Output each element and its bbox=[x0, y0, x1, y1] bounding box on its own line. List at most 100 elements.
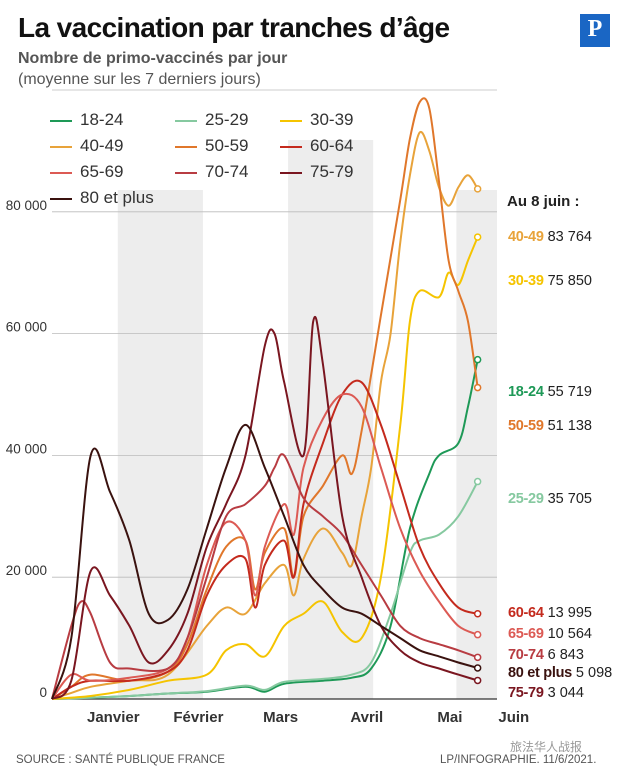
series-lines bbox=[51, 97, 479, 700]
x-tick-label: Mars bbox=[263, 709, 298, 726]
legend-label: 30-39 bbox=[310, 110, 354, 129]
legend-item: 75-79 bbox=[280, 162, 353, 182]
end-label-value: 83 764 bbox=[543, 229, 592, 245]
end-label: 18-24 55 719 bbox=[508, 384, 592, 400]
series-line-60-64 bbox=[51, 379, 478, 700]
end-label-value: 5 098 bbox=[571, 665, 613, 681]
x-tick-label: Janvier bbox=[87, 709, 140, 726]
chart-subtitle: Nombre de primo-vaccinés par jour bbox=[18, 50, 288, 67]
month-band-3 bbox=[456, 190, 497, 699]
legend-swatch bbox=[175, 171, 197, 174]
end-label-group: 75-79 bbox=[508, 685, 544, 701]
legend-swatch bbox=[280, 171, 302, 174]
series-end-dot bbox=[473, 610, 482, 618]
watermark: 旅法华人战报 bbox=[510, 740, 583, 754]
end-label: 50-59 51 138 bbox=[508, 418, 592, 434]
series-line-40-49 bbox=[51, 130, 479, 700]
credit-note: LP/INFOGRAPHIE. 11/6/2021. bbox=[440, 754, 597, 766]
series-end-markers bbox=[473, 185, 482, 685]
end-label-group: 18-24 bbox=[508, 384, 544, 400]
y-tick-label: 20 000 bbox=[6, 563, 47, 578]
end-label: 80 et plus 5 098 bbox=[508, 665, 612, 681]
y-tick-label: 80 000 bbox=[6, 198, 47, 213]
x-tick-label: Avril bbox=[350, 709, 383, 726]
y-tick-label: 0 bbox=[39, 685, 47, 700]
series-end-dot bbox=[473, 383, 482, 392]
series-line-30-39 bbox=[51, 236, 479, 700]
legend-swatch bbox=[280, 119, 302, 122]
series-line-80-et-plus bbox=[51, 423, 478, 700]
x-axis: Janvier Février Mars Avril Mai Juin bbox=[87, 709, 529, 726]
end-label-group: 25-29 bbox=[508, 491, 544, 507]
legend-swatch bbox=[50, 145, 72, 148]
end-label-group: 30-39 bbox=[508, 273, 544, 289]
chart-subtitle-note: (moyenne sur les 7 derniers jours) bbox=[18, 71, 261, 88]
legend-label: 50-59 bbox=[205, 136, 249, 155]
series-end-dot bbox=[473, 185, 482, 193]
x-tick-label: Mai bbox=[437, 709, 462, 726]
x-tick-label: Février bbox=[173, 709, 223, 726]
end-label: 70-74 6 843 bbox=[508, 647, 584, 663]
series-line-25-29 bbox=[51, 481, 479, 700]
end-label-value: 75 850 bbox=[543, 273, 592, 289]
source-note: SOURCE : SANTÉ PUBLIQUE FRANCE bbox=[16, 754, 225, 766]
legend-swatch bbox=[50, 119, 72, 122]
end-label-value: 6 843 bbox=[543, 647, 584, 663]
end-label-group: 50-59 bbox=[508, 418, 544, 434]
end-label-group: 65-69 bbox=[508, 626, 544, 642]
legend-item: 70-74 bbox=[175, 162, 248, 182]
y-tick-label: 40 000 bbox=[6, 441, 47, 456]
end-labels-header: Au 8 juin : bbox=[507, 193, 580, 210]
legend-swatch bbox=[50, 171, 72, 174]
legend-item: 65-69 bbox=[50, 162, 123, 182]
legend-item: 50-59 bbox=[175, 136, 248, 156]
end-label-value: 55 719 bbox=[543, 384, 592, 400]
end-label-value: 51 138 bbox=[543, 418, 592, 434]
series-line-75-79 bbox=[51, 315, 478, 700]
end-label: 65-69 10 564 bbox=[508, 626, 592, 642]
month-band-1 bbox=[117, 190, 203, 699]
end-label-group: 40-49 bbox=[508, 229, 544, 245]
legend-item: 80 et plus bbox=[50, 188, 154, 208]
series-end-dot bbox=[473, 664, 482, 672]
legend-swatch bbox=[280, 145, 302, 148]
end-label-group: 70-74 bbox=[508, 647, 544, 663]
series-end-dot bbox=[473, 676, 482, 685]
legend-item: 30-39 bbox=[280, 110, 353, 130]
legend-item: 40-49 bbox=[50, 136, 123, 156]
legend-item: 18-24 bbox=[50, 110, 123, 130]
legend-swatch bbox=[175, 119, 197, 122]
legend-label: 75-79 bbox=[310, 162, 354, 181]
series-line-70-74 bbox=[51, 453, 479, 700]
end-label-value: 3 044 bbox=[543, 685, 584, 701]
series-end-dot bbox=[473, 355, 482, 364]
x-tick-label: Juin bbox=[498, 709, 529, 726]
end-label-group: 60-64 bbox=[508, 605, 544, 621]
legend-label: 60-64 bbox=[310, 136, 354, 155]
legend-label: 80 et plus bbox=[80, 188, 154, 207]
legend-label: 65-69 bbox=[80, 162, 124, 181]
le-parisien-logo-icon: P bbox=[580, 14, 610, 44]
month-band-2 bbox=[288, 190, 374, 699]
logo-underline bbox=[580, 44, 610, 47]
end-label: 25-29 35 705 bbox=[508, 491, 592, 507]
legend-item: 60-64 bbox=[280, 136, 353, 156]
series-end-dot bbox=[473, 477, 482, 486]
end-label: 75-79 3 044 bbox=[508, 685, 584, 701]
y-tick-label: 60 000 bbox=[6, 320, 47, 335]
legend-label: 40-49 bbox=[80, 136, 124, 155]
legend-label: 18-24 bbox=[80, 110, 124, 129]
legend-label: 25-29 bbox=[205, 110, 249, 129]
legend-item: 25-29 bbox=[175, 110, 248, 130]
series-line-65-69 bbox=[51, 392, 479, 700]
month-band-top bbox=[288, 140, 374, 190]
end-label-value: 10 564 bbox=[543, 626, 592, 642]
legend-swatch bbox=[50, 197, 72, 200]
legend-label: 70-74 bbox=[205, 162, 249, 181]
chart-title: La vaccination par tranches d’âge bbox=[18, 12, 450, 43]
end-label-value: 13 995 bbox=[543, 605, 592, 621]
y-axis: 0 20 000 40 000 60 000 80 000 bbox=[6, 198, 47, 700]
end-label-group: 80 et plus bbox=[508, 665, 572, 681]
series-end-dot bbox=[473, 233, 482, 241]
